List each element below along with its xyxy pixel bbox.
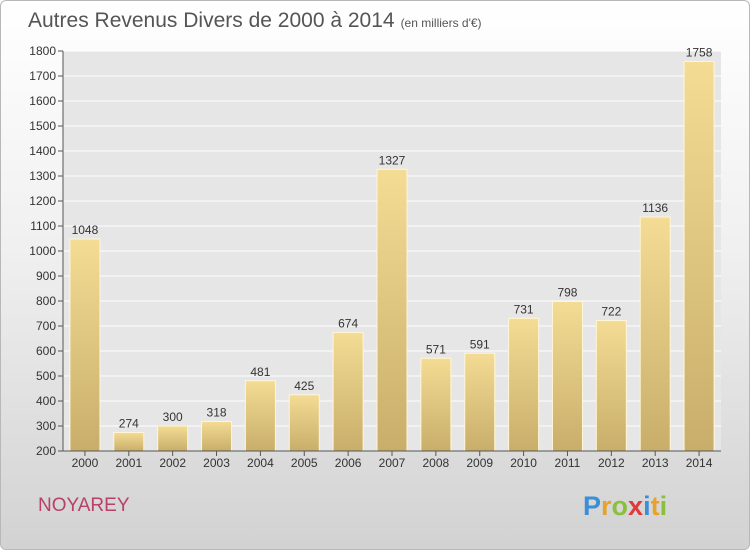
value-label-2000: 1048 [72,223,99,237]
bar-2010 [508,317,540,452]
x-tick-label: 2011 [555,456,581,470]
y-tick-label: 500 [36,369,56,383]
bar-2005 [288,394,320,452]
bar-2013 [639,216,671,452]
logo-letter: t [650,491,660,521]
value-label-2010: 731 [514,302,534,316]
logo-letter: o [611,491,629,521]
chart-title-text: Autres Revenus Divers de 2000 à 2014 [28,9,395,32]
value-label-2001: 274 [119,417,139,431]
bar-2003 [201,421,233,452]
value-labels: 1048 274 300 318 481 425 674 1327 571 591 731 798 72… [72,46,713,431]
value-label-2004: 481 [250,365,270,379]
y-tick-label: 1100 [30,219,56,233]
bars [69,61,715,452]
logo-letter: P [583,491,602,521]
logo-letter: i [659,491,668,521]
chart-subtitle: (en milliers d'€) [400,16,482,30]
value-label-2005: 425 [294,379,314,393]
x-axis: 2000 2001 2002 2003 2004 2005 2006 2007 2008 2009… [63,450,721,470]
value-label-2006: 674 [338,317,358,331]
y-tick-label: 1700 [29,69,56,83]
value-label-2011: 798 [557,286,577,300]
x-tick-label: 2009 [466,456,493,470]
x-tick-label: 2007 [379,456,406,470]
bar-2004 [244,380,276,452]
bar-2007 [376,168,408,452]
value-label-2003: 318 [207,406,227,420]
x-tick-label: 2000 [72,456,99,470]
x-tick-label: 2012 [598,456,625,470]
value-label-2009: 591 [470,337,490,351]
y-tick-label: 300 [36,419,56,433]
logo-letter: x [628,491,644,521]
value-label-2002: 300 [163,410,183,424]
bar-2006 [332,332,364,452]
value-label-2013: 1136 [642,201,668,215]
value-label-2012: 722 [601,305,621,319]
value-label-2007: 1327 [379,153,406,167]
x-tick-label: 2010 [510,456,537,470]
y-tick-label: 800 [36,294,56,308]
x-tick-label: 2014 [686,456,713,470]
y-tick-label: 1800 [29,44,56,58]
x-tick-label: 2008 [423,456,450,470]
y-tick-label: 1300 [29,169,56,183]
y-tick-label: 400 [36,394,56,408]
y-tick-label: 200 [36,444,56,458]
y-tick-label: 700 [36,319,56,333]
chart-title: Autres Revenus Divers de 2000 à 2014 (en … [28,9,482,33]
bar-2002 [157,425,189,452]
bar-2000 [69,238,101,452]
y-axis: 200 300 400 500 600 700 800 900 1000 1100 1200 1300… [29,44,64,458]
y-tick-label: 1500 [29,119,56,133]
logo-letter: i [643,491,651,521]
logo-letter: r [601,491,612,521]
bar-2009 [464,352,496,452]
bar-2008 [420,357,452,452]
x-tick-label: 2013 [642,456,669,470]
town-name: NOYAREY [38,495,130,516]
value-label-2014: 1758 [686,46,713,60]
y-tick-label: 1000 [29,244,56,258]
bar-2014 [683,61,715,452]
proxiti-logo: Proxiti [583,491,667,522]
y-tick-label: 600 [36,344,56,358]
y-tick-label: 1200 [29,194,56,208]
x-tick-label: 2001 [115,456,142,470]
x-tick-label: 2003 [203,456,230,470]
y-tick-label: 900 [36,269,56,283]
bar-2011 [551,301,583,452]
y-tick-label: 1400 [29,144,56,158]
y-tick-label: 1600 [29,94,56,108]
bar-2001 [113,432,145,452]
x-tick-label: 2006 [335,456,362,470]
bar-2012 [595,320,627,452]
x-tick-label: 2005 [291,456,318,470]
x-tick-label: 2002 [159,456,186,470]
value-label-2008: 571 [426,342,446,356]
x-tick-label: 2004 [247,456,274,470]
